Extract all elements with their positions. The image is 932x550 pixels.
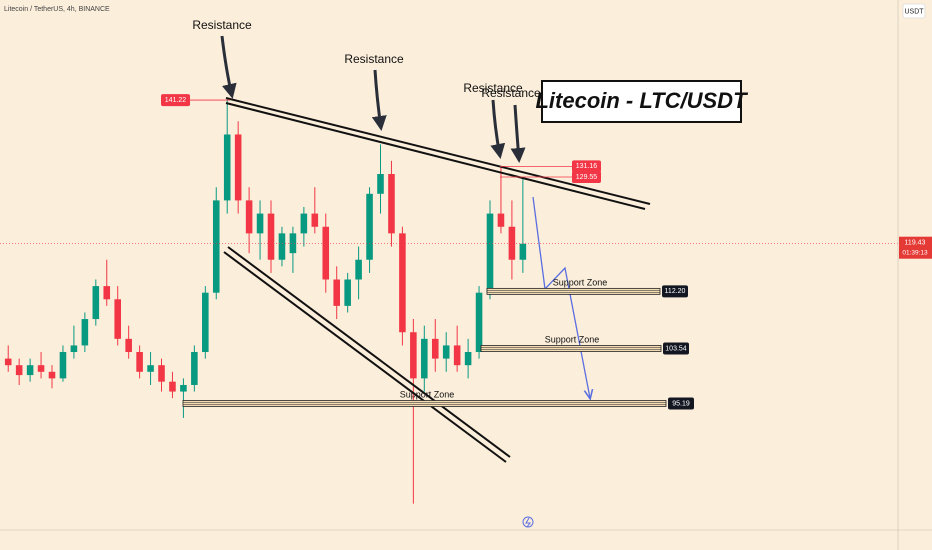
candle-body	[278, 233, 286, 260]
candles	[4, 100, 527, 504]
candle-body	[475, 292, 483, 353]
support-trendline	[227, 246, 511, 458]
candle-body	[267, 213, 275, 260]
candle-body	[399, 233, 406, 333]
chart-title: Litecoin - LTC/USDT	[535, 88, 748, 113]
candle-body	[300, 213, 308, 234]
candle-body	[322, 226, 330, 280]
event-icon	[525, 517, 531, 528]
candle-body	[212, 200, 220, 293]
arrow	[490, 99, 506, 159]
candle-body	[26, 365, 34, 376]
candle-body	[497, 213, 505, 227]
labels: ResistanceResistanceResistanceResistance…	[0, 18, 898, 410]
support-tag	[668, 397, 694, 410]
candle-body	[125, 338, 132, 353]
support-zone-label: Support Zone	[553, 277, 608, 287]
support-zone	[182, 400, 667, 407]
arrow	[371, 69, 387, 131]
support-zone-label: Support Zone	[400, 389, 455, 399]
candle-body	[191, 352, 198, 385]
support-trendline	[223, 251, 507, 463]
support-zone	[486, 287, 661, 295]
candle-body	[508, 226, 516, 260]
currency-box	[902, 3, 926, 19]
candle-body	[37, 365, 45, 372]
candle-body	[180, 384, 187, 392]
last-price-tag	[899, 236, 932, 259]
candle-body	[4, 358, 12, 366]
resistance-label: Resistance	[344, 52, 404, 66]
candle-body	[48, 371, 56, 379]
support-value: 112.20	[665, 288, 686, 295]
resistance-trendline	[225, 97, 651, 205]
candle-body	[223, 134, 231, 201]
last-price: 119.43	[905, 240, 926, 247]
candle-body	[169, 381, 176, 392]
candle-body	[377, 174, 384, 194]
arrow	[220, 35, 237, 99]
candle-body	[234, 134, 242, 201]
candle-body	[245, 200, 253, 234]
support-tag	[662, 285, 688, 298]
candle-body	[136, 352, 143, 372]
countdown: 01:39:13	[902, 249, 928, 256]
support-zone-label: Support Zone	[545, 334, 600, 344]
candle-body	[410, 332, 417, 379]
candle-body	[333, 279, 340, 306]
candle-body	[366, 193, 373, 260]
event-icon	[522, 516, 534, 528]
support-value: 95.19	[672, 400, 690, 407]
candle-body	[355, 259, 362, 280]
title-box	[541, 80, 742, 123]
candle-body	[388, 174, 395, 234]
resistance-value: 131.16	[576, 163, 598, 170]
resistance-value: 141.22	[165, 97, 187, 104]
resistance-tag	[572, 160, 601, 173]
support-zone	[480, 345, 662, 352]
candle-body	[81, 319, 89, 346]
resistance-label: Resistance	[481, 86, 541, 100]
resistance-label: Resistance	[463, 81, 523, 95]
candle-body	[486, 213, 494, 293]
candle-body	[311, 213, 319, 227]
candle-body	[114, 299, 121, 339]
candle-body	[421, 338, 428, 379]
resistance-value: 129.55	[576, 174, 598, 181]
axes: 119.43 01:39:13	[899, 236, 932, 259]
candle-body	[202, 292, 209, 353]
projection-path	[532, 196, 590, 398]
resistance-tag	[572, 170, 601, 183]
support-value: 103.54	[665, 345, 687, 352]
candle-body	[15, 365, 23, 376]
candle-body	[147, 365, 154, 372]
candle-body	[453, 345, 461, 366]
price-axis	[898, 0, 932, 550]
candle-body	[103, 286, 111, 300]
candle-body	[70, 345, 78, 353]
resistance-tag	[161, 94, 190, 107]
candle-body	[158, 365, 165, 382]
resistance-label: Resistance	[192, 18, 252, 32]
candle-body	[431, 338, 439, 359]
candle-body	[59, 352, 67, 379]
candle-body	[289, 233, 297, 254]
currency: USDT	[904, 8, 924, 15]
support-tag	[663, 342, 689, 355]
candle-body	[256, 213, 264, 234]
arrow	[510, 104, 526, 163]
resistance-trendline	[225, 102, 646, 210]
candle-body	[442, 345, 450, 359]
candle-body	[344, 279, 351, 306]
drawings	[220, 35, 651, 528]
symbol: Litecoin / TetherUS, 4h, BINANCE	[4, 6, 110, 13]
candle-body	[92, 286, 100, 320]
candle-body	[464, 352, 472, 366]
candle-body	[519, 243, 527, 260]
